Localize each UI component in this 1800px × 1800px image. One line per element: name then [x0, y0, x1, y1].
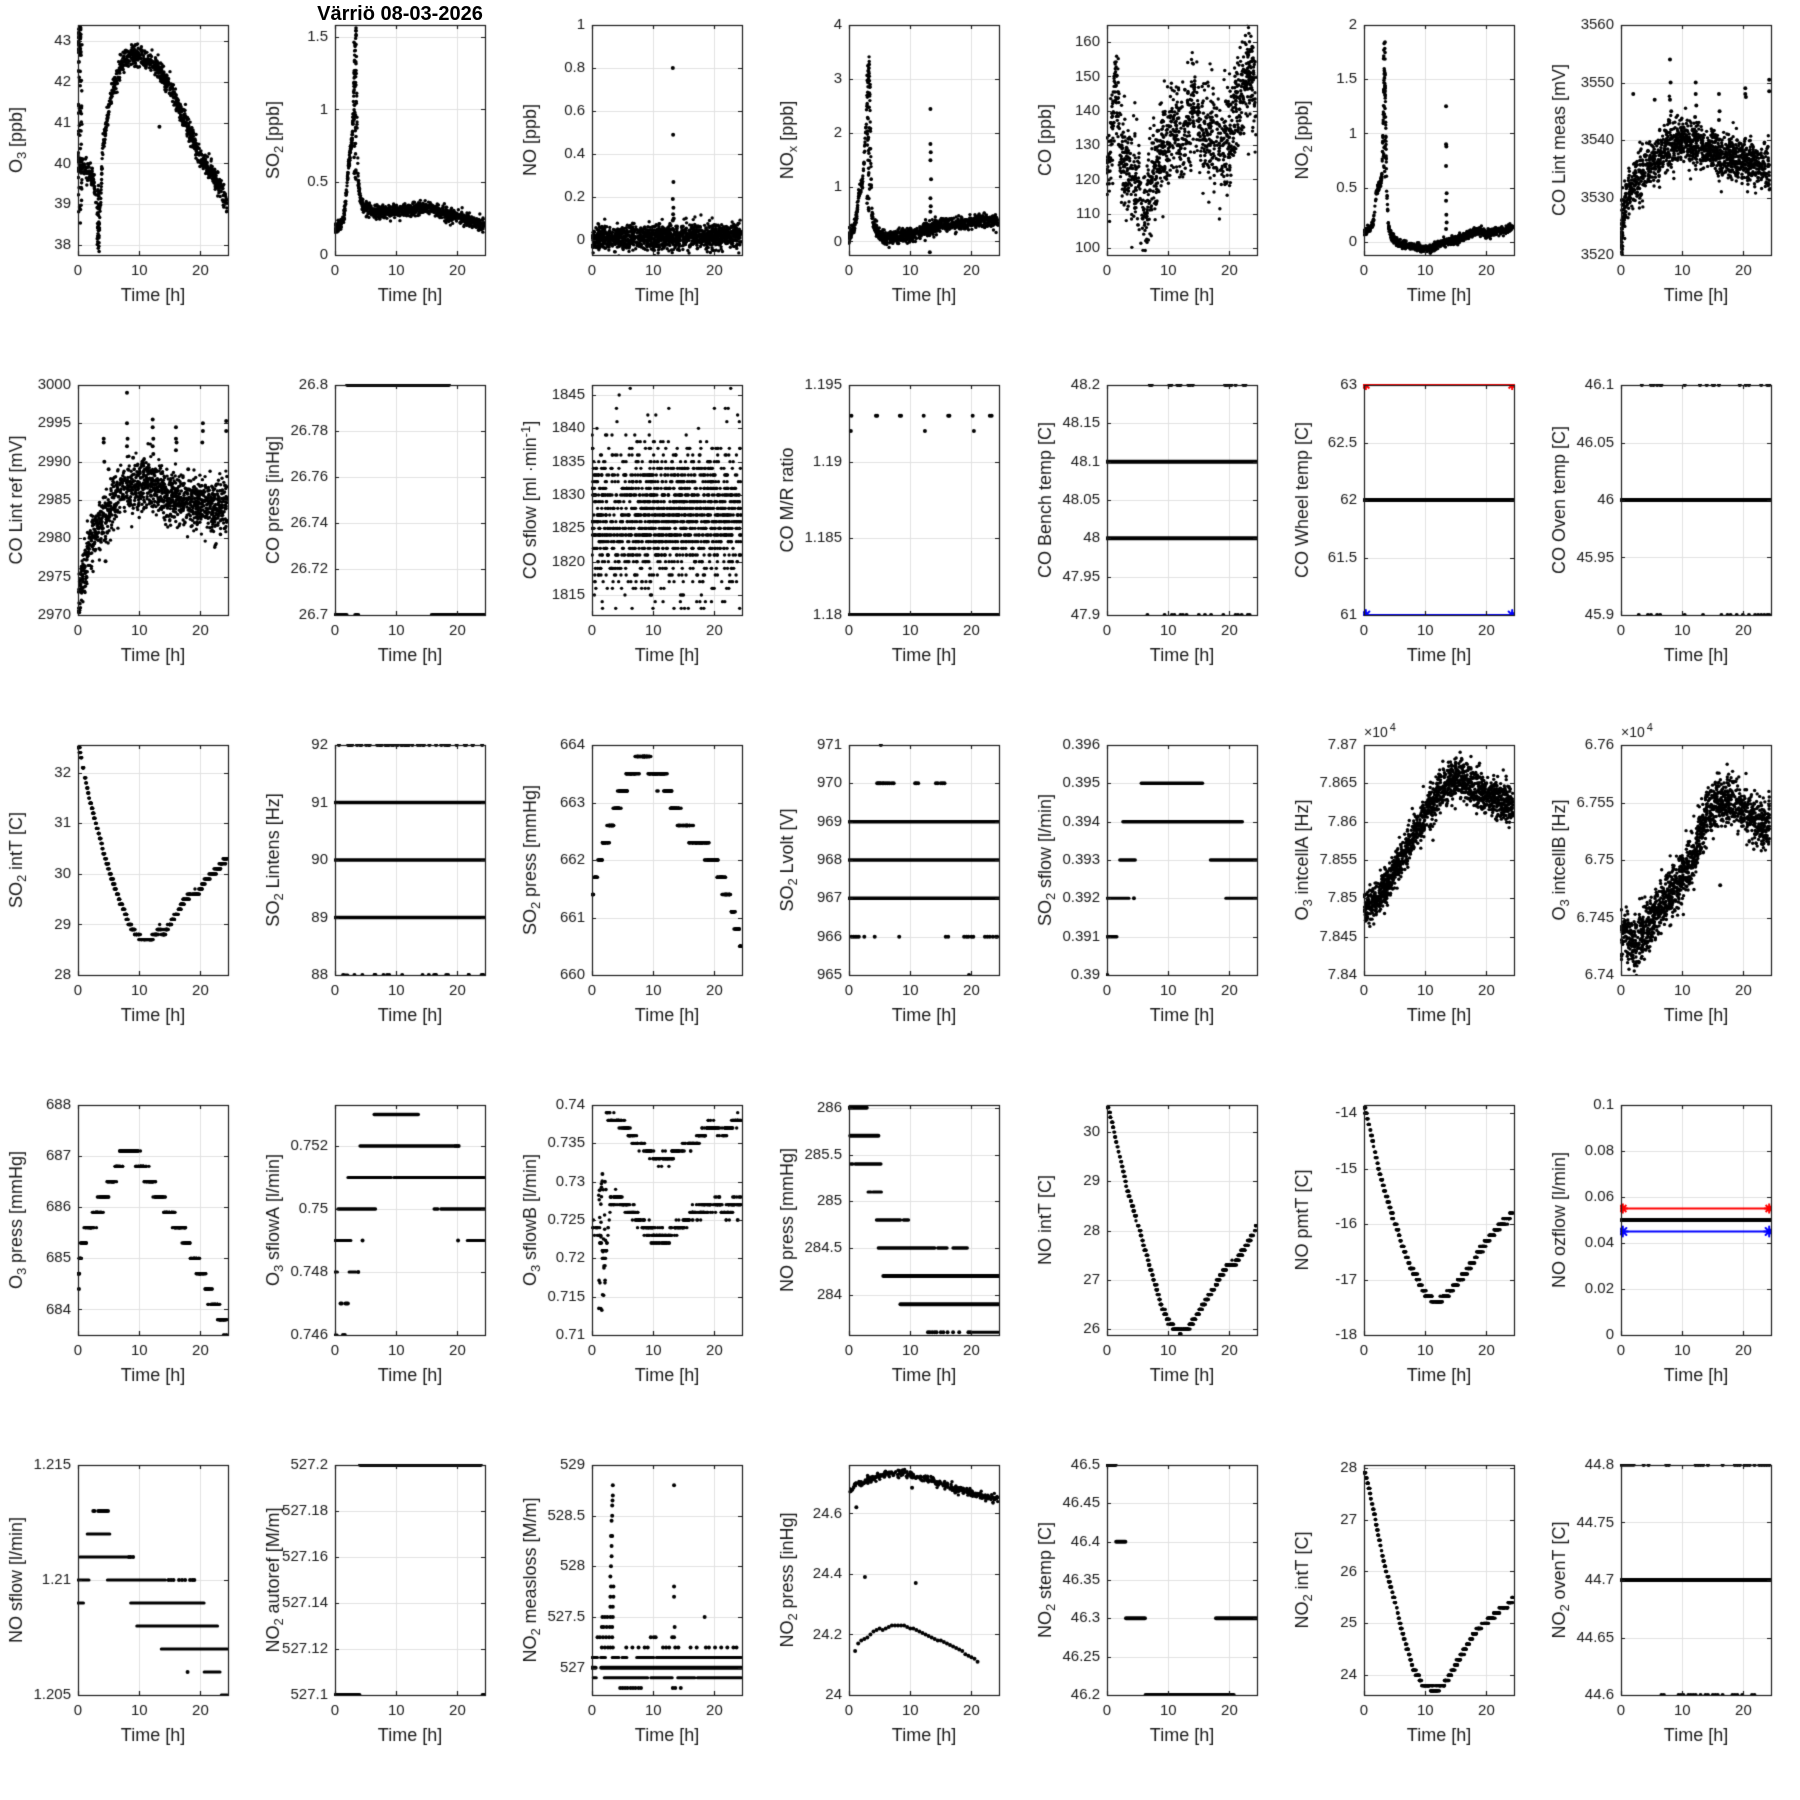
subplot-canvas-no-sflow: [0, 1440, 258, 1800]
subplot-canvas-co: [1029, 0, 1287, 360]
subplot-so2-sflow: [1029, 720, 1287, 1080]
subplot-canvas-o3-sflowb: [514, 1080, 772, 1440]
subplot-co-sflow: [514, 360, 772, 720]
subplot-canvas-co-mr-ratio: [771, 360, 1029, 720]
subplot-canvas-so2-sflow: [1029, 720, 1287, 1080]
subplot-canvas-co-bench-temp: [1029, 360, 1287, 720]
subplot-so2-intt: [0, 720, 258, 1080]
subplot-canvas-no2-measloss: [514, 1440, 772, 1800]
subplot-no-pmtt: [1286, 1080, 1544, 1440]
subplot-canvas-o3-intcella: [1286, 720, 1544, 1080]
subplot-canvas-no2-intt: [1286, 1440, 1544, 1800]
subplot-canvas-no2: [1286, 0, 1544, 360]
subplot-co-oven-temp: [1543, 360, 1800, 720]
subplot-canvas-o3-intcellb: [1543, 720, 1800, 1080]
subplot-canvas-co-sflow: [514, 360, 772, 720]
subplot-o3-intcella: [1286, 720, 1544, 1080]
subplot-canvas-o3: [0, 0, 258, 360]
subplot-canvas-co-lint-meas: [1543, 0, 1800, 360]
subplot-no2-measloss: [514, 1440, 772, 1800]
subplot-co-mr-ratio: [771, 360, 1029, 720]
subplot-so2-lvolt: [771, 720, 1029, 1080]
subplot-no-press: [771, 1080, 1029, 1440]
subplot-no2-intt: [1286, 1440, 1544, 1800]
subplot-no2: [1286, 0, 1544, 360]
subplot-o3-press: [0, 1080, 258, 1440]
subplot-canvas-no2-press: [771, 1440, 1029, 1800]
subplot-o3-intcellb: [1543, 720, 1800, 1080]
subplot-co-lint-meas: [1543, 0, 1800, 360]
subplot-canvas-no2-stemp: [1029, 1440, 1287, 1800]
subplot-so2-press: [514, 720, 772, 1080]
subplot-canvas-so2-lvolt: [771, 720, 1029, 1080]
subplot-so2-lintens: [257, 720, 515, 1080]
subplot-no-ozflow: [1543, 1080, 1800, 1440]
subplot-co-wheel-temp: [1286, 360, 1544, 720]
subplot-canvas-no: [514, 0, 772, 360]
subplot-no-sflow: [0, 1440, 258, 1800]
subplot-canvas-no2-autoref: [257, 1440, 515, 1800]
subplot-canvas-no2-ovent: [1543, 1440, 1800, 1800]
subplot-o3: [0, 0, 258, 360]
subplot-no2-press: [771, 1440, 1029, 1800]
subplot-no2-autoref: [257, 1440, 515, 1800]
subplot-no: [514, 0, 772, 360]
subplot-canvas-nox: [771, 0, 1029, 360]
subplot-no2-stemp: [1029, 1440, 1287, 1800]
subplot-canvas-no-intt: [1029, 1080, 1287, 1440]
subplot-canvas-no-pmtt: [1286, 1080, 1544, 1440]
subplot-nox: [771, 0, 1029, 360]
subplot-canvas-o3-press: [0, 1080, 258, 1440]
subplot-o3-sflowb: [514, 1080, 772, 1440]
subplot-canvas-co-oven-temp: [1543, 360, 1800, 720]
subplot-canvas-so2-lintens: [257, 720, 515, 1080]
subplot-canvas-so2: [257, 0, 515, 360]
subplot-canvas-co-wheel-temp: [1286, 360, 1544, 720]
subplot-no-intt: [1029, 1080, 1287, 1440]
subplot-so2: [257, 0, 515, 360]
subplot-co-lint-ref: [0, 360, 258, 720]
subplot-o3-sflowa: [257, 1080, 515, 1440]
subplot-no2-ovent: [1543, 1440, 1800, 1800]
subplot-canvas-co-lint-ref: [0, 360, 258, 720]
subplot-canvas-so2-intt: [0, 720, 258, 1080]
subplot-co: [1029, 0, 1287, 360]
subplot-canvas-no-ozflow: [1543, 1080, 1800, 1440]
subplot-co-bench-temp: [1029, 360, 1287, 720]
subplot-canvas-o3-sflowa: [257, 1080, 515, 1440]
subplot-canvas-so2-press: [514, 720, 772, 1080]
subplot-canvas-no-press: [771, 1080, 1029, 1440]
subplot-canvas-co-press: [257, 360, 515, 720]
subplot-co-press: [257, 360, 515, 720]
